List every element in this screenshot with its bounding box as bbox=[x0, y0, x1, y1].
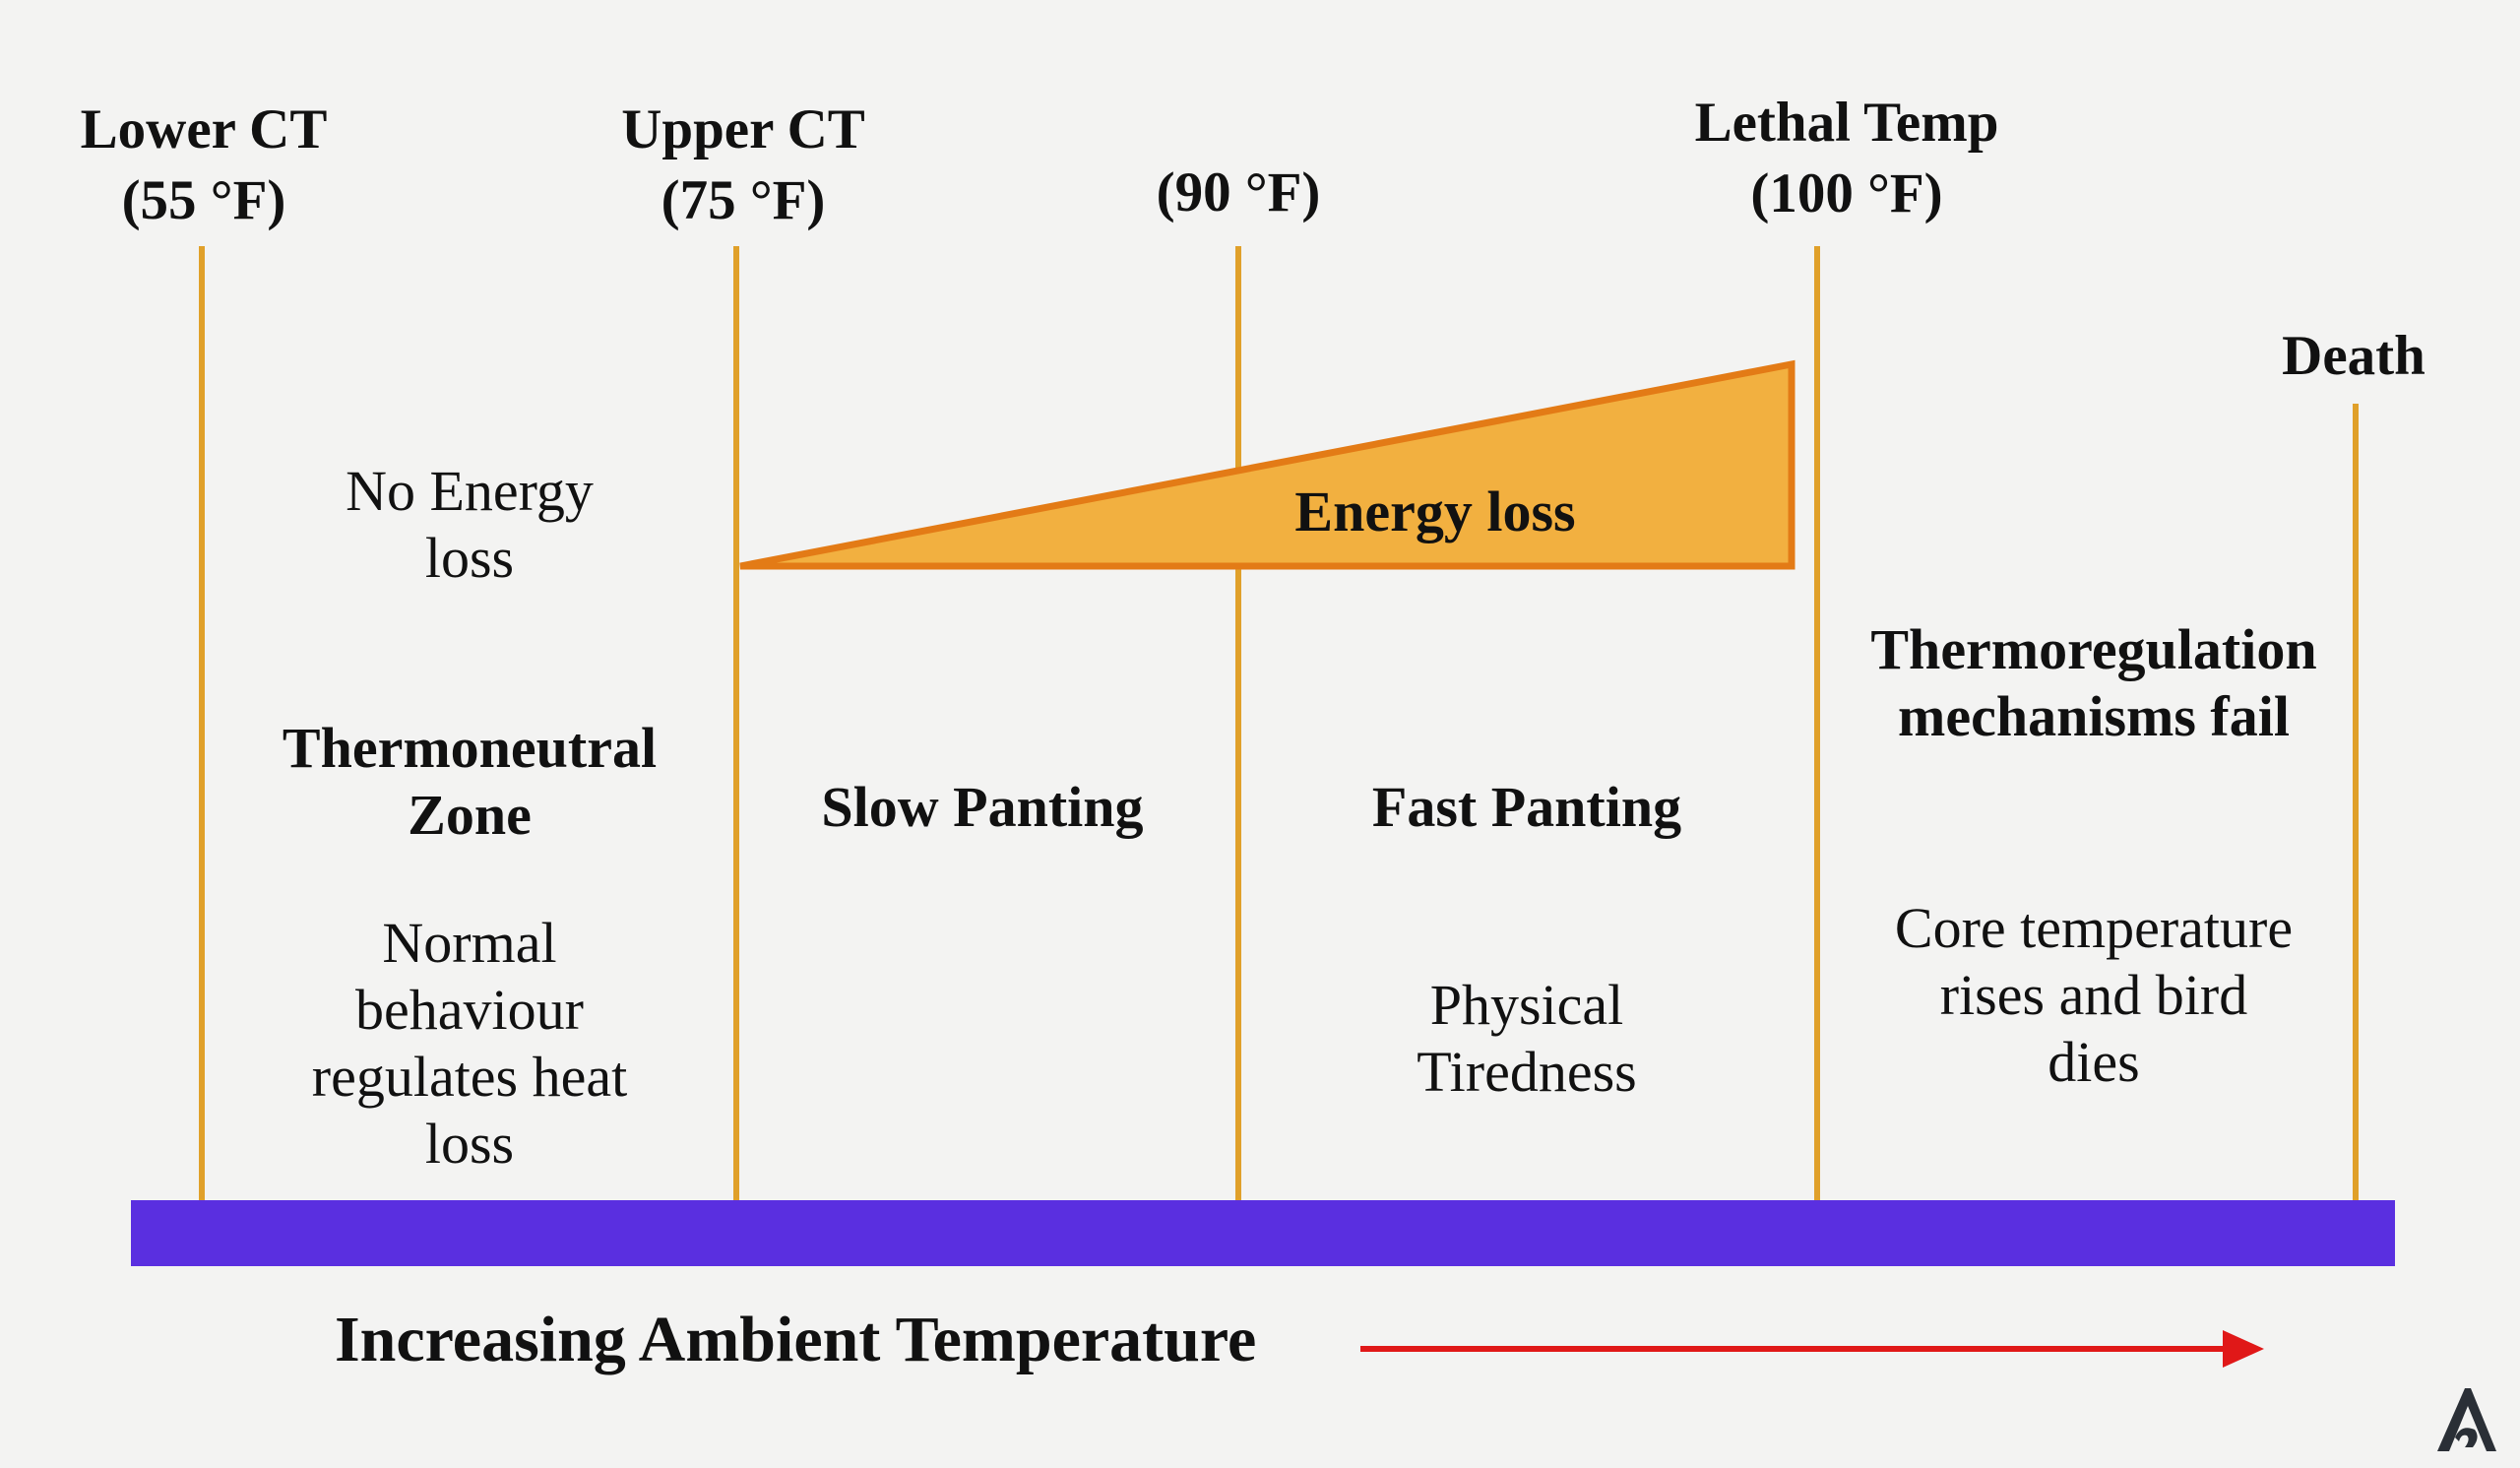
no-energy-line-1: No Energy bbox=[346, 459, 594, 523]
fast-panting-desc-line-2: Tiredness bbox=[1417, 1040, 1637, 1104]
energy-loss-wedge-shape bbox=[739, 359, 1796, 570]
threshold-name: Death bbox=[2282, 325, 2426, 387]
death-line bbox=[2353, 404, 2359, 1203]
threshold-temp: (55 °F) bbox=[121, 169, 286, 231]
threshold-name: Upper CT bbox=[621, 98, 865, 160]
thermoregulation-fail-title: Thermoregulation mechanisms fail bbox=[1870, 616, 2316, 750]
failure-title-line-1: Thermoregulation bbox=[1870, 617, 2317, 681]
threshold-death-label: Death bbox=[2282, 321, 2426, 392]
upper-ct-line bbox=[733, 246, 739, 1203]
temperature-axis-bar bbox=[131, 1200, 2395, 1266]
threshold-name: Lower CT bbox=[80, 98, 328, 160]
fast-panting-description: Physical Tiredness bbox=[1417, 972, 1636, 1106]
failure-title-line-2: mechanisms fail bbox=[1898, 684, 2290, 748]
failure-description: Core temperature rises and bird dies bbox=[1895, 895, 2293, 1096]
thermoneutral-zone-title: Thermoneutral Zone bbox=[283, 715, 657, 849]
threshold-temp: (75 °F) bbox=[661, 169, 826, 231]
arrow-head bbox=[2223, 1330, 2264, 1368]
fast-panting-desc-line-1: Physical bbox=[1429, 973, 1624, 1037]
slow-panting-text: Slow Panting bbox=[821, 775, 1144, 839]
threshold-lower-ct-label: Lower CT (55 °F) bbox=[81, 95, 328, 236]
thermoneutral-title-line-1: Thermoneutral bbox=[282, 716, 658, 780]
thermoneutral-title-line-2: Zone bbox=[408, 783, 532, 847]
threshold-temp: (100 °F) bbox=[1750, 162, 1943, 224]
energy-loss-text: Energy loss bbox=[1294, 479, 1576, 543]
lower-ct-line bbox=[199, 246, 205, 1203]
failure-desc-line-3: dies bbox=[2048, 1030, 2140, 1094]
thermoneutral-desc-line-1: Normal bbox=[382, 911, 557, 975]
energy-loss-label: Energy loss bbox=[1294, 479, 1575, 545]
threshold-temp: (90 °F) bbox=[1156, 161, 1321, 223]
threshold-lethal-temp-label: Lethal Temp (100 °F) bbox=[1695, 88, 1999, 229]
fast-panting-title: Fast Panting bbox=[1372, 774, 1681, 841]
thermoneutral-description: Normal behaviour regulates heat loss bbox=[312, 910, 627, 1178]
thermoneutral-desc-line-2: behaviour bbox=[355, 978, 584, 1042]
no-energy-line-2: loss bbox=[424, 526, 515, 590]
threshold-90f-line bbox=[1235, 246, 1241, 1203]
slow-panting-title: Slow Panting bbox=[821, 774, 1143, 841]
failure-desc-line-2: rises and bird bbox=[1939, 963, 2248, 1027]
no-energy-loss-label: No Energy loss bbox=[346, 458, 594, 592]
right-arrow-icon bbox=[1360, 1330, 2264, 1368]
threshold-upper-ct-label: Upper CT (75 °F) bbox=[621, 95, 865, 236]
thermoneutral-desc-line-3: regulates heat bbox=[311, 1045, 628, 1109]
threshold-name: Lethal Temp bbox=[1694, 92, 1999, 154]
threshold-90f-label: (90 °F) bbox=[1157, 158, 1321, 228]
axis-title: Increasing Ambient Temperature bbox=[335, 1304, 1257, 1375]
a-letter-logo-icon bbox=[2437, 1388, 2496, 1451]
thermoneutral-desc-line-4: loss bbox=[424, 1112, 515, 1176]
fast-panting-text: Fast Panting bbox=[1371, 775, 1682, 839]
lethal-temp-line bbox=[1814, 246, 1820, 1203]
failure-desc-line-1: Core temperature bbox=[1894, 896, 2294, 960]
